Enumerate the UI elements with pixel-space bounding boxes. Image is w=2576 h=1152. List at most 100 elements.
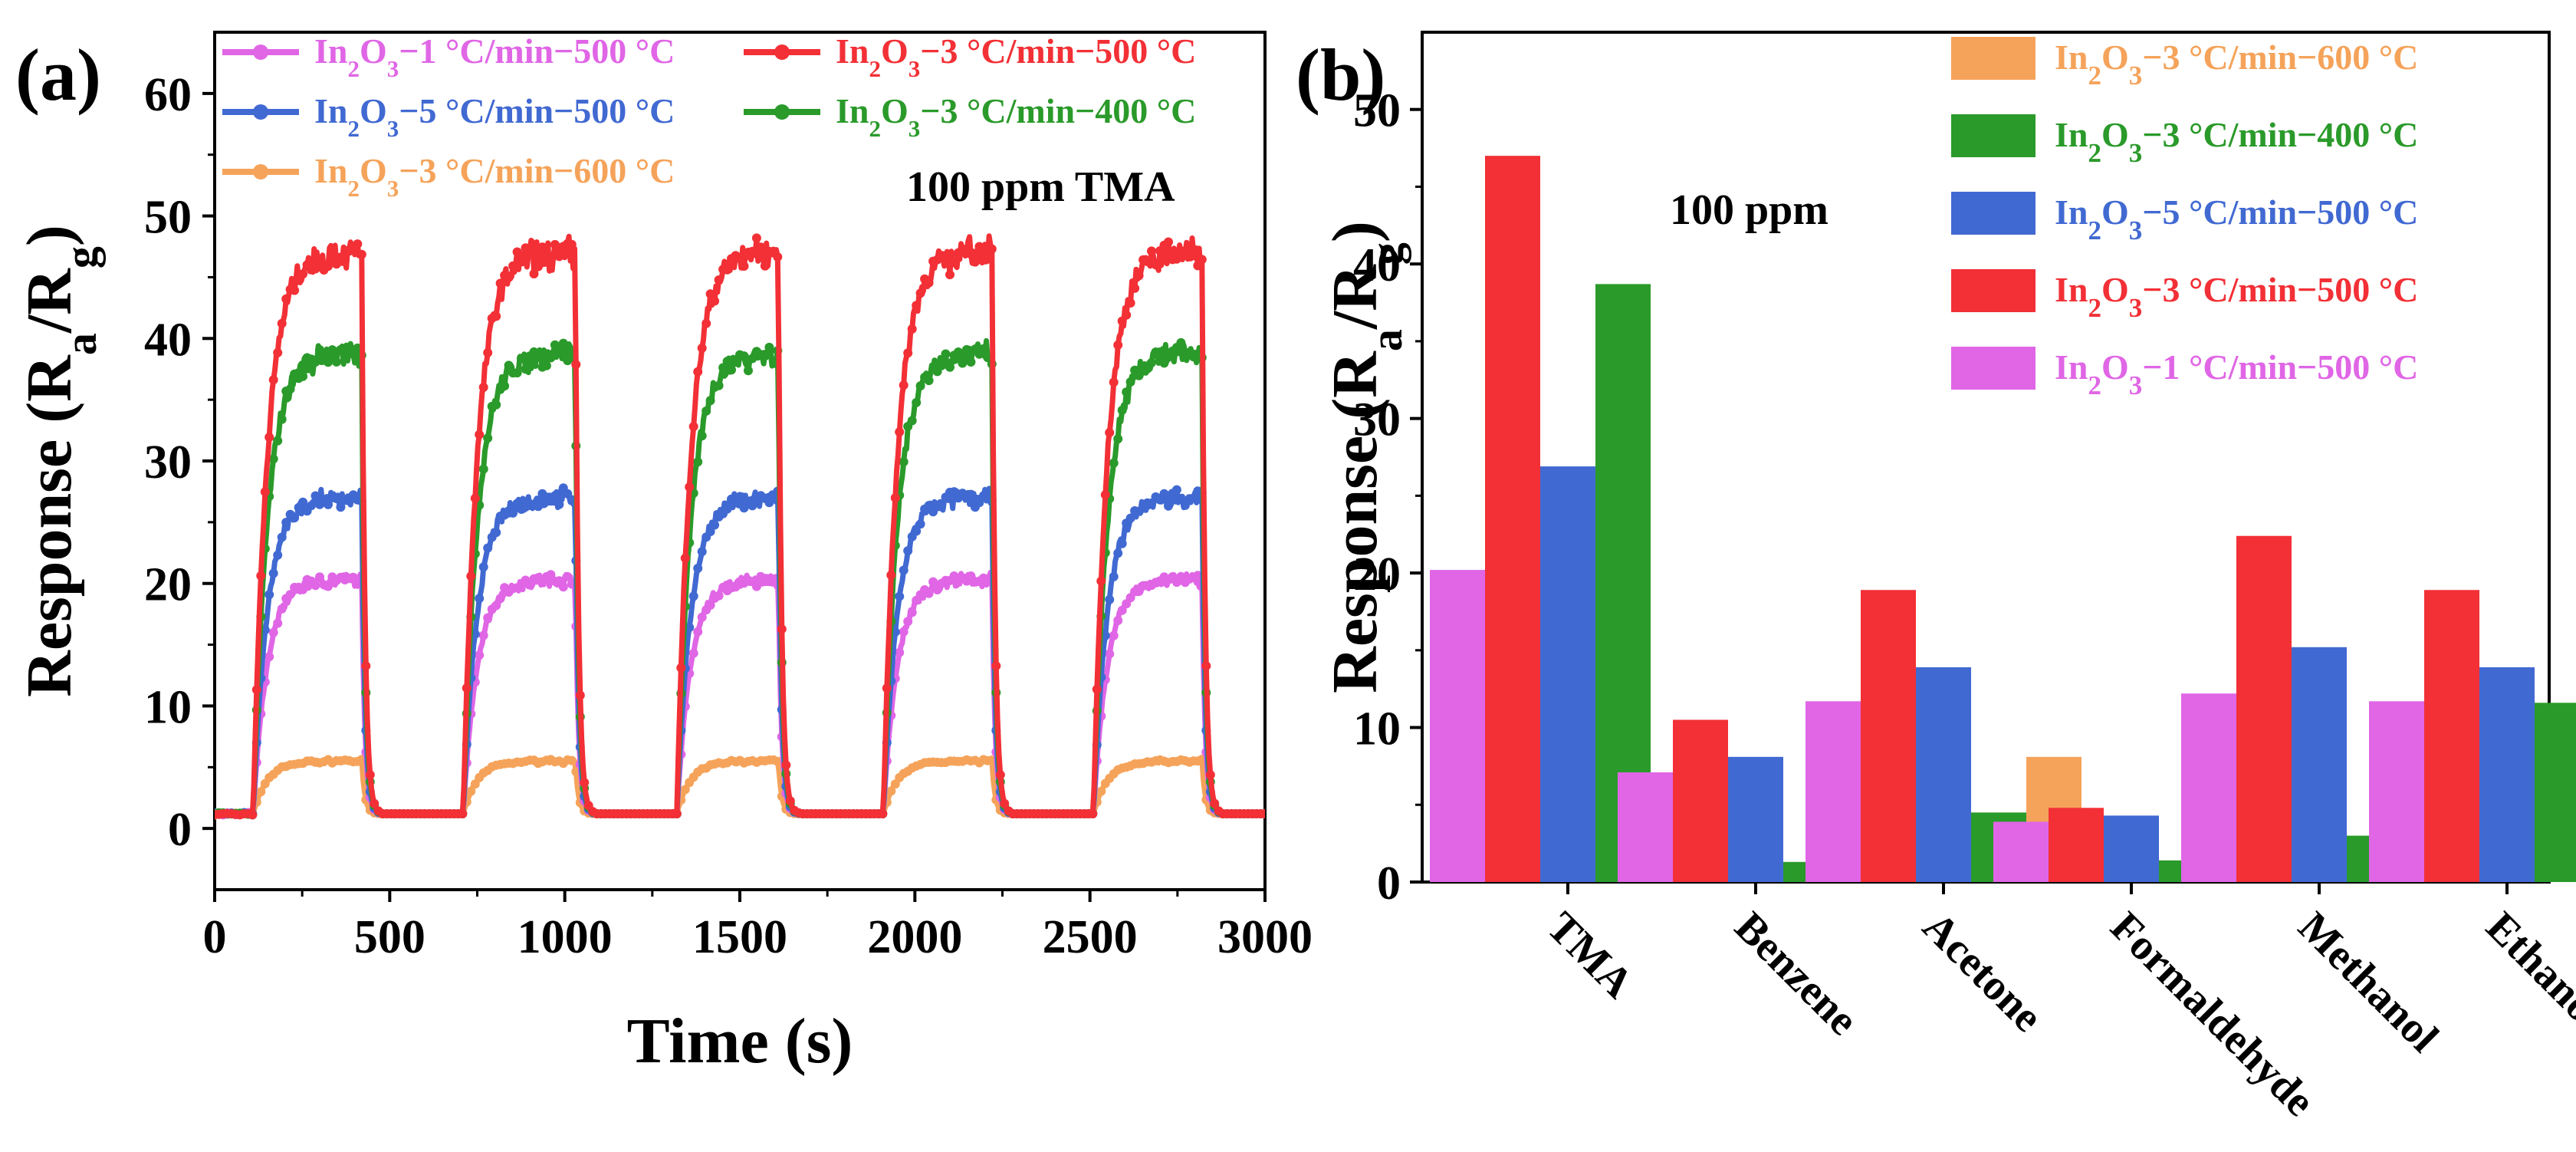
legend-entry: In2O3−3 °C/min−600 °C [1951, 37, 2418, 91]
data-point [1151, 260, 1161, 270]
bar [1993, 821, 2049, 882]
data-point [1117, 405, 1127, 415]
data-point [912, 301, 922, 311]
data-point [886, 786, 896, 796]
data-point [563, 571, 573, 581]
y-tick-label: 20 [144, 559, 192, 611]
data-point [702, 406, 711, 416]
data-point [937, 360, 946, 370]
panel-b-legend: In2O3−3 °C/min−600 °C In2O3−3 °C/min−400 … [1951, 37, 2418, 400]
x-tick-label: 0 [203, 911, 227, 963]
data-point [924, 278, 934, 288]
data-point [768, 357, 778, 366]
data-point [273, 436, 283, 446]
data-point [1117, 538, 1127, 548]
data-point [685, 482, 695, 492]
data-point [1205, 770, 1215, 780]
data-point [756, 242, 766, 252]
annotation-100-ppm: 100 ppm [1670, 186, 1829, 234]
data-point [1188, 248, 1198, 258]
data-point [500, 381, 510, 391]
y-tick-label: 10 [1353, 703, 1401, 755]
bar [2479, 667, 2535, 882]
data-point [277, 604, 287, 614]
data-point [751, 233, 761, 243]
data-point [722, 265, 732, 275]
data-point [966, 249, 976, 259]
data-point [310, 491, 320, 501]
data-point [251, 685, 261, 695]
bar [2535, 703, 2576, 882]
data-point [672, 809, 682, 818]
y-tick-label: 10 [144, 681, 192, 733]
data-point [945, 270, 955, 280]
panel-b-bar-chart: 0 10 20 30 40 50 Response (Ra/Rg) (b) TMA Benzene… [1296, 31, 2576, 1126]
data-point [705, 601, 715, 610]
legend-marker [774, 104, 790, 120]
legend-entry: In2O3−3 °C/min−600 °C [222, 151, 675, 202]
data-point [714, 275, 724, 285]
data-point [895, 427, 905, 437]
legend-swatch [1951, 192, 2036, 235]
annotation-100-ppm-tma: 100 ppm TMA [906, 163, 1175, 211]
data-point [915, 519, 925, 529]
data-point [554, 499, 564, 509]
bar [1485, 156, 1540, 882]
data-point [764, 342, 774, 352]
data-point [899, 565, 909, 575]
data-point [1105, 428, 1115, 438]
legend-entry: In2O3−1 °C/min−500 °C [222, 31, 675, 82]
data-point [273, 618, 283, 628]
data-point [277, 414, 287, 424]
data-point [521, 364, 531, 374]
data-point [567, 755, 577, 765]
data-point [974, 242, 984, 252]
data-point [331, 494, 341, 503]
y-tick-label: 0 [168, 804, 192, 856]
data-point [1193, 571, 1203, 581]
y-tick-label: 60 [144, 69, 192, 121]
data-point [248, 810, 258, 820]
data-point [991, 661, 1001, 671]
data-point [475, 430, 485, 439]
data-point [735, 492, 744, 502]
data-point [466, 786, 476, 796]
data-point [1113, 434, 1123, 444]
data-point [915, 381, 925, 391]
data-point [697, 547, 707, 557]
data-point [1105, 594, 1115, 604]
data-point [688, 422, 698, 432]
data-point [298, 497, 308, 507]
data-point [537, 242, 547, 252]
legend-swatch [1951, 347, 2036, 390]
data-point [1109, 630, 1119, 640]
data-point [534, 348, 543, 358]
data-point [529, 269, 539, 278]
y-tick-label: 40 [1353, 239, 1401, 291]
legend-label: In2O3−5 °C/min−500 °C [2055, 193, 2418, 245]
data-point [1147, 357, 1156, 367]
data-point [912, 526, 922, 536]
data-point [995, 770, 1005, 780]
data-point [903, 617, 913, 627]
data-point [1171, 485, 1181, 495]
data-point [907, 324, 917, 334]
data-point [268, 627, 278, 637]
data-point [731, 357, 741, 367]
data-point [340, 255, 350, 265]
category-label: TMA [1538, 903, 1643, 1008]
data-point [882, 683, 892, 693]
data-point [508, 508, 518, 518]
legend-swatch [1951, 269, 2036, 312]
legend-entry: In2O3−3 °C/min−400 °C [1951, 114, 2418, 168]
data-point [899, 457, 909, 467]
data-point [928, 577, 938, 587]
data-point [504, 272, 514, 281]
data-point [478, 562, 488, 572]
data-point [739, 503, 749, 513]
legend-marker [253, 44, 268, 60]
data-point [1197, 255, 1207, 265]
y-tick-label: 40 [144, 314, 192, 366]
data-point [277, 318, 287, 328]
data-point [751, 581, 761, 591]
